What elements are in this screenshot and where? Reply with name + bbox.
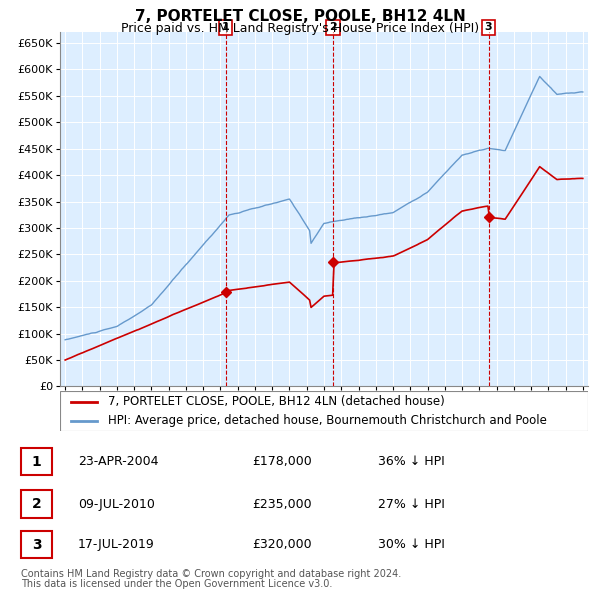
Text: 09-JUL-2010: 09-JUL-2010: [78, 497, 155, 510]
FancyBboxPatch shape: [21, 531, 52, 558]
Text: 36% ↓ HPI: 36% ↓ HPI: [378, 455, 445, 468]
Text: 17-JUL-2019: 17-JUL-2019: [78, 538, 155, 551]
Text: £178,000: £178,000: [252, 455, 312, 468]
Text: £235,000: £235,000: [252, 497, 311, 510]
Text: 7, PORTELET CLOSE, POOLE, BH12 4LN: 7, PORTELET CLOSE, POOLE, BH12 4LN: [134, 9, 466, 24]
Text: HPI: Average price, detached house, Bournemouth Christchurch and Poole: HPI: Average price, detached house, Bour…: [107, 414, 547, 427]
Text: 2: 2: [32, 497, 41, 511]
Text: 1: 1: [222, 22, 230, 32]
Text: 2: 2: [329, 22, 337, 32]
Text: 3: 3: [485, 22, 493, 32]
FancyBboxPatch shape: [21, 490, 52, 517]
Text: 1: 1: [32, 455, 41, 469]
Text: Contains HM Land Registry data © Crown copyright and database right 2024.: Contains HM Land Registry data © Crown c…: [21, 569, 401, 579]
Text: £320,000: £320,000: [252, 538, 311, 551]
Text: 30% ↓ HPI: 30% ↓ HPI: [378, 538, 445, 551]
Text: This data is licensed under the Open Government Licence v3.0.: This data is licensed under the Open Gov…: [21, 579, 332, 589]
Text: Price paid vs. HM Land Registry's House Price Index (HPI): Price paid vs. HM Land Registry's House …: [121, 22, 479, 35]
Text: 3: 3: [32, 537, 41, 552]
Text: 7, PORTELET CLOSE, POOLE, BH12 4LN (detached house): 7, PORTELET CLOSE, POOLE, BH12 4LN (deta…: [107, 395, 444, 408]
Text: 23-APR-2004: 23-APR-2004: [78, 455, 158, 468]
FancyBboxPatch shape: [21, 448, 52, 476]
Text: 27% ↓ HPI: 27% ↓ HPI: [378, 497, 445, 510]
